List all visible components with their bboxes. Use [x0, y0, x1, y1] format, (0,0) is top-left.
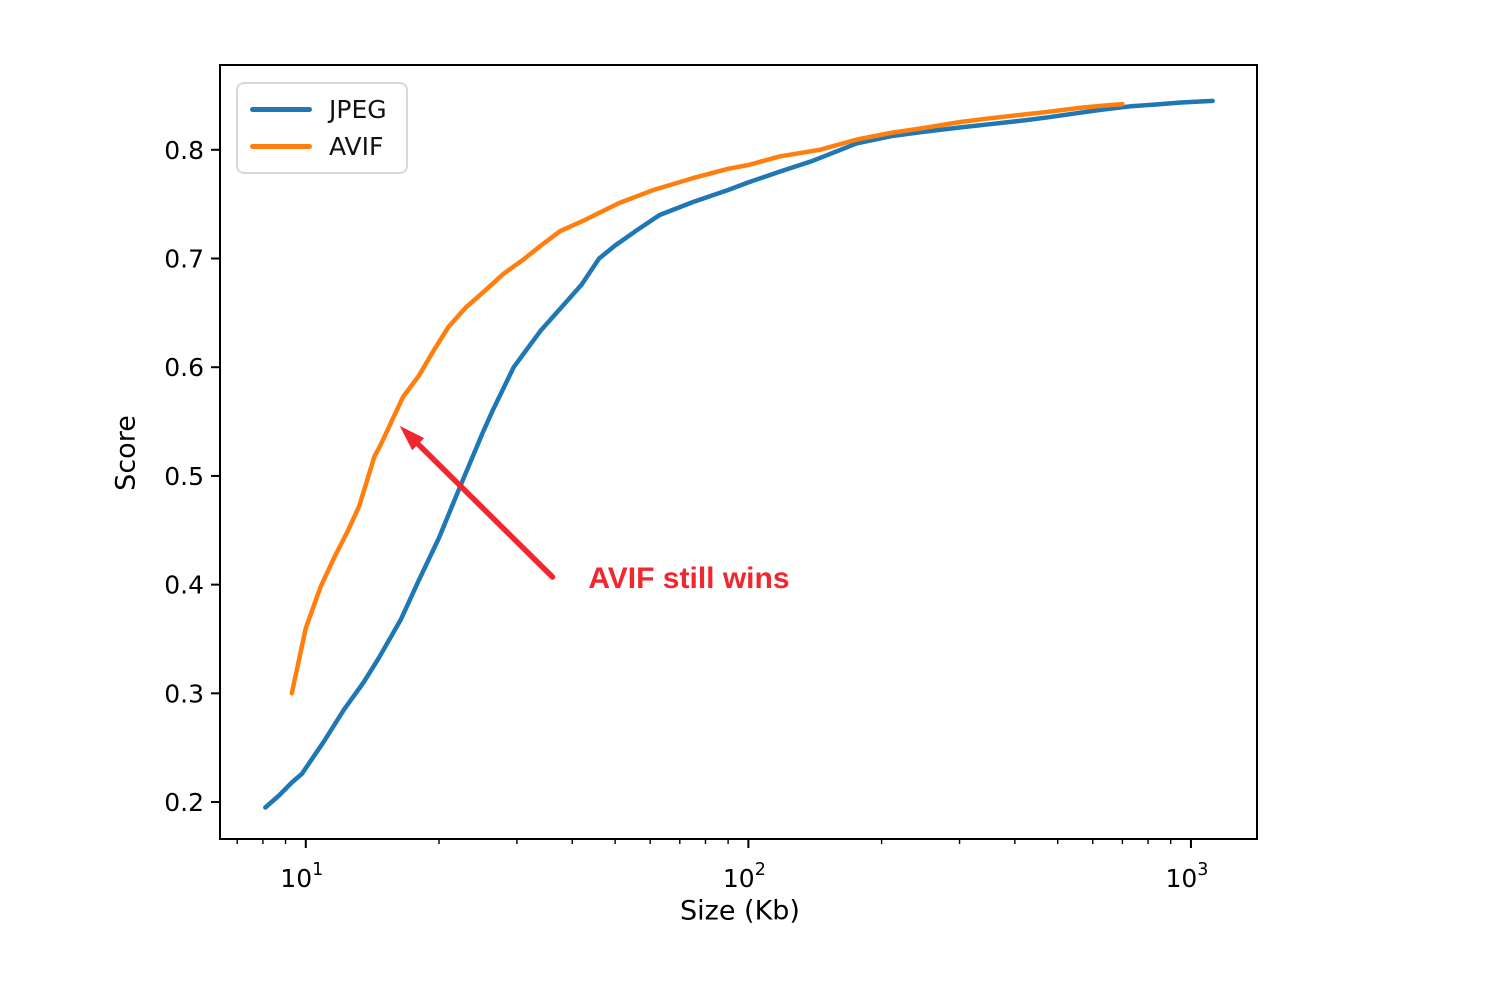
y-tick-label: 0.2 — [164, 788, 204, 817]
avif-line-swatch — [250, 144, 312, 150]
annotation-arrow-head — [399, 425, 425, 451]
annotation-avif-still-wins: AVIF still wins — [588, 562, 790, 596]
legend-item-avif: AVIF — [250, 134, 406, 159]
jpeg-line-swatch — [250, 106, 312, 112]
y-tick-label: 0.7 — [164, 245, 204, 274]
legend-label-avif: AVIF — [329, 132, 384, 162]
legend-label-jpeg: JPEG — [329, 94, 387, 124]
avif-series-line — [289, 101, 1125, 696]
legend: JPEG AVIF — [236, 82, 408, 174]
annotation-arrow-shaft — [412, 438, 556, 580]
x-tick-label: 101 — [280, 860, 323, 893]
jpeg-series-line — [263, 98, 1215, 810]
legend-item-jpeg: JPEG — [250, 97, 406, 122]
plot-area-border — [219, 64, 1258, 840]
y-axis-label: Score — [110, 415, 142, 491]
y-tick-label: 0.5 — [164, 462, 204, 491]
x-tick-label: 103 — [1165, 860, 1208, 893]
y-tick-label: 0.6 — [164, 353, 204, 382]
y-tick-label: 0.4 — [164, 571, 204, 600]
y-tick-label: 0.3 — [164, 679, 204, 708]
x-tick-label: 102 — [723, 860, 766, 893]
y-tick-label: 0.8 — [164, 136, 204, 165]
x-axis-label: Size (Kb) — [680, 895, 800, 927]
